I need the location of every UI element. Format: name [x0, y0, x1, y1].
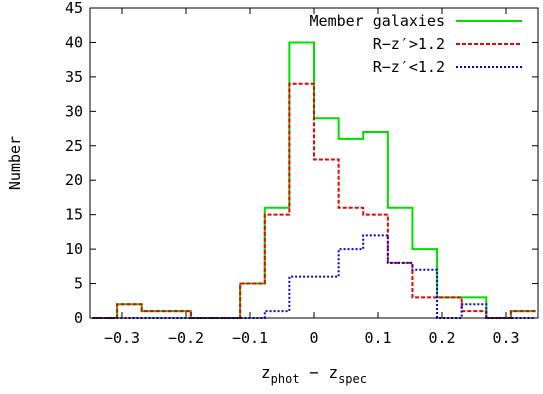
series-layer: [92, 41, 536, 319]
x-tick-label: −0.2: [168, 329, 204, 347]
x-axis-label: zphot − zspec: [261, 363, 367, 386]
x-tick-label: 0.2: [428, 329, 455, 347]
x-axis-label-base: z: [261, 363, 271, 382]
tick-labels: 0 5 10 15 20 25 30 35 40 45 −0.3 −0.2 −0.1 0 0.1 0.2 0.3: [65, 0, 520, 347]
legend: Member galaxies R−z′>1.2 R−z′<1.2: [310, 12, 522, 76]
legend-label-1: Member galaxies: [310, 12, 445, 30]
y-tick-label: 45: [65, 0, 83, 17]
series-line-3: [92, 234, 536, 319]
y-tick-label: 20: [65, 171, 83, 189]
x-axis-label-sub-spec: spec: [338, 372, 367, 386]
x-axis-label-sub-phot: phot: [271, 372, 300, 386]
plot-frame: [89, 7, 539, 319]
x-tick-label: 0: [309, 329, 318, 347]
x-axis-label-mid: − z: [300, 363, 339, 382]
x-tick-label: −0.1: [232, 329, 268, 347]
x-tick-label: 0.1: [364, 329, 391, 347]
x-tick-label: −0.3: [104, 329, 140, 347]
y-axis-label: Number: [6, 136, 24, 190]
y-tick-label: 40: [65, 33, 83, 51]
y-tick-label: 25: [65, 137, 83, 155]
x-tick-label: 0.3: [492, 329, 519, 347]
y-tick-label: 30: [65, 102, 83, 120]
axis-ticks: [90, 7, 538, 319]
series-line-2: [92, 82, 536, 319]
y-tick-label: 0: [74, 309, 83, 327]
y-tick-label: 10: [65, 240, 83, 258]
legend-label-2: R−z′>1.2: [373, 35, 445, 53]
y-tick-label: 5: [74, 275, 83, 293]
legend-label-3: R−z′<1.2: [373, 58, 445, 76]
y-tick-label: 35: [65, 68, 83, 86]
y-tick-label: 15: [65, 206, 83, 224]
